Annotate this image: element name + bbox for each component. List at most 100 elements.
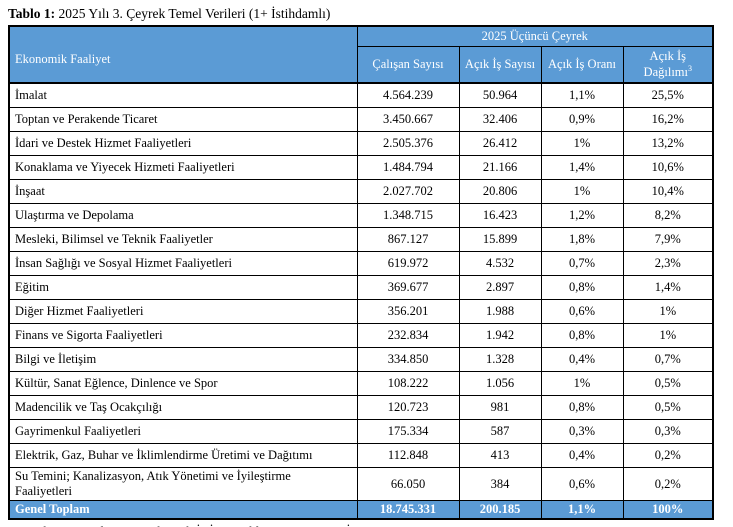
- total-acik-is-orani-cell: 1,1%: [540, 500, 624, 520]
- acik-is-orani-cell: 0,8%: [540, 275, 624, 300]
- acik-is-sayisi-cell: 15.899: [458, 227, 542, 252]
- acik-is-dagilimi-cell: 25,5%: [622, 82, 714, 108]
- calisan-sayisi-cell: 3.450.667: [356, 107, 460, 132]
- activity-cell: Bilgi ve İletişim: [8, 347, 358, 372]
- table-row: Gayrimenkul Faaliyetleri 175.334 587 0,3…: [8, 419, 714, 444]
- acik-is-sayisi-cell: 587: [458, 419, 542, 444]
- acik-is-dagilimi-cell: 8,2%: [622, 203, 714, 228]
- acik-is-orani-cell: 1,8%: [540, 227, 624, 252]
- acik-is-orani-cell: 0,4%: [540, 443, 624, 468]
- acik-is-orani-cell: 1%: [540, 371, 624, 396]
- table-row: Kültür, Sanat Eğlence, Dinlence ve Spor …: [8, 371, 714, 396]
- acik-is-sayisi-cell: 1.328: [458, 347, 542, 372]
- acik-is-sayisi-cell: 4.532: [458, 251, 542, 276]
- activity-cell: Eğitim: [8, 275, 358, 300]
- acik-is-dagilimi-cell: 1%: [622, 299, 714, 324]
- table-row: İnşaat 2.027.702 20.806 1% 10,4%: [8, 179, 714, 204]
- acik-is-dagilimi-cell: 7,9%: [622, 227, 714, 252]
- acik-is-orani-cell: 1%: [540, 131, 624, 156]
- activity-cell: Elektrik, Gaz, Buhar ve İklimlendirme Ür…: [8, 443, 358, 468]
- acik-is-orani-cell: 1%: [540, 179, 624, 204]
- total-acik-is-dagilimi-cell: 100%: [622, 500, 714, 520]
- calisan-sayisi-cell: 112.848: [356, 443, 460, 468]
- acik-is-dagilimi-cell: 0,5%: [622, 395, 714, 420]
- column-header-acik-is-sayisi: Açık İş Sayısı: [458, 46, 542, 84]
- acik-is-sayisi-cell: 50.964: [458, 82, 542, 108]
- calisan-sayisi-cell: 369.677: [356, 275, 460, 300]
- statistics-table: Ekonomik Faaliyet 2025 Üçüncü Çeyrek Çal…: [8, 25, 715, 520]
- acik-is-dagilimi-cell: 0,7%: [622, 347, 714, 372]
- column-header-ekonomik-faaliyet: Ekonomik Faaliyet: [8, 25, 358, 84]
- calisan-sayisi-cell: 1.348.715: [356, 203, 460, 228]
- acik-is-sayisi-cell: 1.056: [458, 371, 542, 396]
- total-calisan-sayisi-cell: 18.745.331: [356, 500, 460, 520]
- acik-is-orani-cell: 1,1%: [540, 82, 624, 108]
- acik-is-orani-cell: 0,7%: [540, 251, 624, 276]
- table-row: Konaklama ve Yiyecek Hizmeti Faaliyetler…: [8, 155, 714, 180]
- activity-cell: Toptan ve Perakende Ticaret: [8, 107, 358, 132]
- acik-is-sayisi-cell: 981: [458, 395, 542, 420]
- calisan-sayisi-cell: 1.484.794: [356, 155, 460, 180]
- table-row: Ulaştırma ve Depolama 1.348.715 16.423 1…: [8, 203, 714, 228]
- calisan-sayisi-cell: 2.505.376: [356, 131, 460, 156]
- activity-cell: Ulaştırma ve Depolama: [8, 203, 358, 228]
- calisan-sayisi-cell: 108.222: [356, 371, 460, 396]
- activity-cell: İmalat: [8, 82, 358, 108]
- table-row: Diğer Hizmet Faaliyetleri 356.201 1.988 …: [8, 299, 714, 324]
- calisan-sayisi-cell: 175.334: [356, 419, 460, 444]
- acik-is-dagilimi-cell: 0,5%: [622, 371, 714, 396]
- total-row: Genel Toplam 18.745.331 200.185 1,1% 100…: [8, 500, 714, 520]
- column-header-acik-is-dagilimi: Açık İş Dağılımı3: [622, 46, 714, 84]
- calisan-sayisi-cell: 66.050: [356, 467, 460, 501]
- acik-is-sayisi-cell: 20.806: [458, 179, 542, 204]
- table-row: Eğitim 369.677 2.897 0,8% 1,4%: [8, 275, 714, 300]
- table-title-prefix: Tablo 1:: [8, 6, 56, 21]
- acik-is-dagilimi-cell: 1%: [622, 323, 714, 348]
- source-note: Kaynak: 2025 Yılı 3. Çeyrek Açık İş İsta…: [8, 523, 723, 527]
- acik-is-dagilimi-cell: 16,2%: [622, 107, 714, 132]
- total-acik-is-sayisi-cell: 200.185: [458, 500, 542, 520]
- acik-is-sayisi-cell: 2.897: [458, 275, 542, 300]
- table-row: İnsan Sağlığı ve Sosyal Hizmet Faaliyetl…: [8, 251, 714, 276]
- table-body: İmalat 4.564.239 50.964 1,1% 25,5% Topta…: [8, 82, 714, 520]
- acik-is-orani-cell: 0,9%: [540, 107, 624, 132]
- calisan-sayisi-cell: 120.723: [356, 395, 460, 420]
- acik-is-sayisi-cell: 1.942: [458, 323, 542, 348]
- acik-is-sayisi-cell: 1.988: [458, 299, 542, 324]
- activity-cell: Su Temini; Kanalizasyon, Atık Yönetimi v…: [8, 467, 358, 501]
- acik-is-dagilimi-cell: 0,2%: [622, 443, 714, 468]
- activity-cell: Madencilik ve Taş Ocakçılığı: [8, 395, 358, 420]
- activity-cell: Kültür, Sanat Eğlence, Dinlence ve Spor: [8, 371, 358, 396]
- acik-is-sayisi-cell: 16.423: [458, 203, 542, 228]
- activity-cell: İnşaat: [8, 179, 358, 204]
- calisan-sayisi-cell: 232.834: [356, 323, 460, 348]
- table-row: Toptan ve Perakende Ticaret 3.450.667 32…: [8, 107, 714, 132]
- calisan-sayisi-cell: 867.127: [356, 227, 460, 252]
- total-label: Genel Toplam: [8, 500, 358, 520]
- column-header-sup: 3: [688, 63, 692, 73]
- acik-is-dagilimi-cell: 0,2%: [622, 467, 714, 501]
- table-row: İmalat 4.564.239 50.964 1,1% 25,5%: [8, 82, 714, 108]
- acik-is-dagilimi-cell: 1,4%: [622, 275, 714, 300]
- calisan-sayisi-cell: 356.201: [356, 299, 460, 324]
- header-group-title: 2025 Üçüncü Çeyrek: [356, 25, 714, 47]
- acik-is-sayisi-cell: 21.166: [458, 155, 542, 180]
- acik-is-dagilimi-cell: 10,4%: [622, 179, 714, 204]
- acik-is-sayisi-cell: 32.406: [458, 107, 542, 132]
- table-row: Su Temini; Kanalizasyon, Atık Yönetimi v…: [8, 467, 714, 501]
- activity-cell: Mesleki, Bilimsel ve Teknik Faaliyetler: [8, 227, 358, 252]
- activity-cell: İdari ve Destek Hizmet Faaliyetleri: [8, 131, 358, 156]
- acik-is-orani-cell: 1,4%: [540, 155, 624, 180]
- column-header-label: Çalışan Sayısı: [372, 57, 444, 72]
- activity-cell: İnsan Sağlığı ve Sosyal Hizmet Faaliyetl…: [8, 251, 358, 276]
- table-row: Elektrik, Gaz, Buhar ve İklimlendirme Ür…: [8, 443, 714, 468]
- table-title-text: 2025 Yılı 3. Çeyrek Temel Verileri (1+ İ…: [55, 6, 331, 21]
- acik-is-dagilimi-cell: 13,2%: [622, 131, 714, 156]
- table-row: Finans ve Sigorta Faaliyetleri 232.834 1…: [8, 323, 714, 348]
- table-row: Bilgi ve İletişim 334.850 1.328 0,4% 0,7…: [8, 347, 714, 372]
- column-header-label: Açık İş Sayısı: [464, 57, 536, 72]
- acik-is-sayisi-cell: 384: [458, 467, 542, 501]
- acik-is-dagilimi-cell: 10,6%: [622, 155, 714, 180]
- acik-is-orani-cell: 0,3%: [540, 419, 624, 444]
- column-header-acik-is-orani: Açık İş Oranı: [540, 46, 624, 84]
